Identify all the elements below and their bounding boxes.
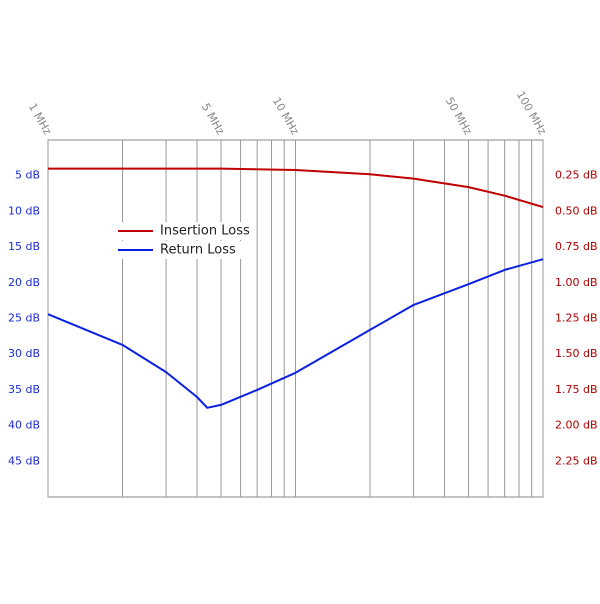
series-line: [47, 258, 544, 409]
y-tick-label: 5 dB: [15, 169, 40, 182]
series-line: [48, 167, 544, 209]
legend-background: [114, 241, 250, 259]
y-tick-label: 30 dB: [8, 347, 40, 360]
y-tick-label: 15 dB: [8, 240, 40, 253]
y2-tick-label: 2.25 dB: [555, 454, 598, 467]
x-tick-label: 1 MHz: [26, 101, 54, 137]
y2-tick-label: 1.25 dB: [555, 312, 598, 325]
y2-tick-label: 2.00 dB: [555, 419, 598, 432]
x-tick-label: 5 MHz: [199, 101, 227, 137]
x-tick-label: 50 MHz: [443, 95, 475, 137]
y-tick-label: 45 dB: [8, 454, 40, 467]
y-tick-label: 40 dB: [8, 419, 40, 432]
y2-tick-label: 0.75 dB: [555, 240, 598, 253]
y2-tick-label: 1.75 dB: [555, 383, 598, 396]
legend-background: [114, 222, 250, 240]
legend-label: Return Loss: [160, 243, 236, 258]
y2-tick-label: 1.00 dB: [555, 276, 598, 289]
y-tick-label: 35 dB: [8, 383, 40, 396]
y-tick-label: 25 dB: [8, 312, 40, 325]
y2-tick-label: 0.50 dB: [555, 204, 598, 217]
y2-tick-label: 1.50 dB: [555, 347, 598, 360]
legend-label: Insertion Loss: [160, 224, 250, 239]
x-tick-label: 10 MHz: [270, 95, 302, 137]
y-tick-label: 20 dB: [8, 276, 40, 289]
y2-tick-label: 0.25 dB: [555, 169, 598, 182]
x-tick-label: 100 MHz: [514, 89, 549, 137]
y-tick-label: 10 dB: [8, 204, 40, 217]
